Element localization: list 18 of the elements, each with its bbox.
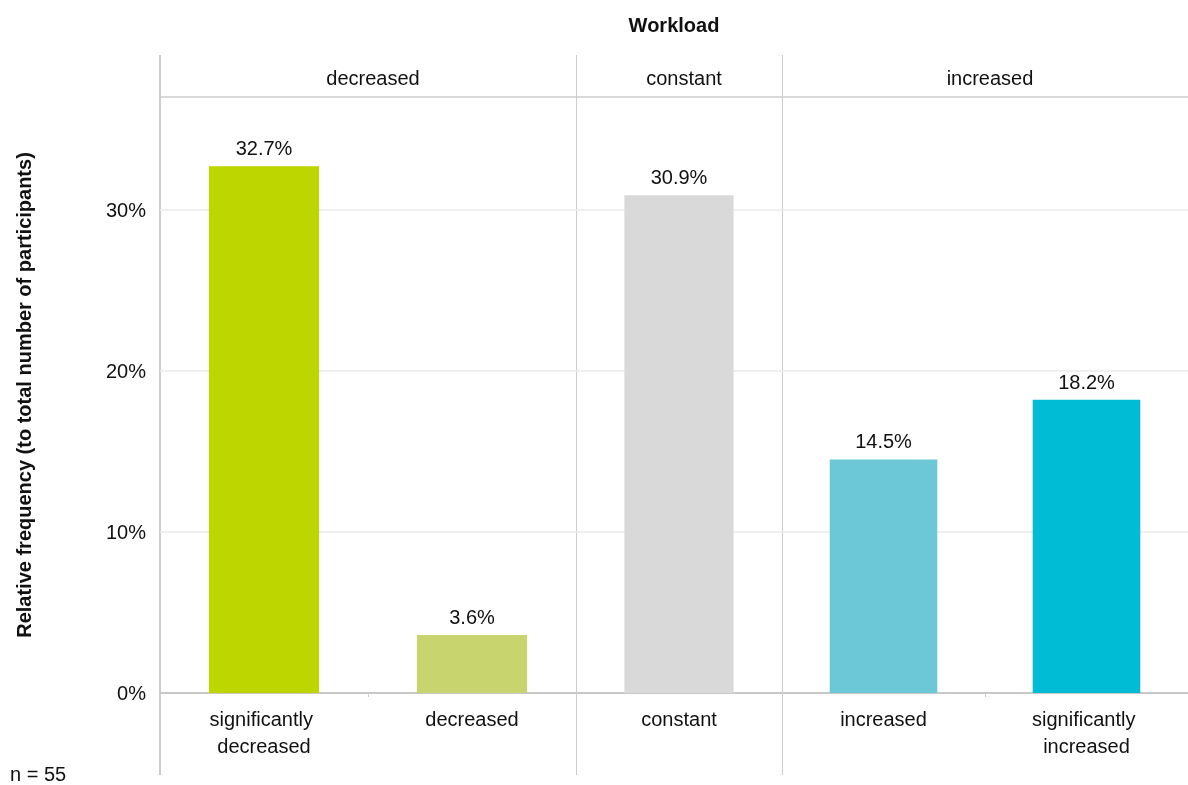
chart-title: decreased	[326, 67, 420, 89]
x-tick-label: increased	[840, 707, 927, 730]
y-tick-label: 20%	[105, 359, 147, 382]
data-label: 18.2%	[1058, 370, 1116, 393]
y-tick-label: 10%	[105, 520, 147, 543]
x-tick-label: significantly increased	[1032, 707, 1141, 757]
text: n = 55	[10, 763, 67, 785]
chart-title: increased	[946, 67, 1034, 89]
x-tick-label: significantly decreased	[209, 707, 319, 757]
data-label: 30.9%	[650, 166, 708, 189]
data-label: 14.5%	[855, 430, 913, 453]
x-tick-label: decreased	[425, 707, 519, 730]
text: Workload	[627, 14, 721, 37]
data-label: 3.6%	[449, 606, 496, 629]
data-label: 32.7%	[235, 137, 293, 160]
y-tick-label: 30%	[105, 198, 147, 221]
y-axis-title: Relative frequency (to total number of participants)	[13, 152, 35, 638]
y-tick-label: 0%	[117, 682, 147, 704]
